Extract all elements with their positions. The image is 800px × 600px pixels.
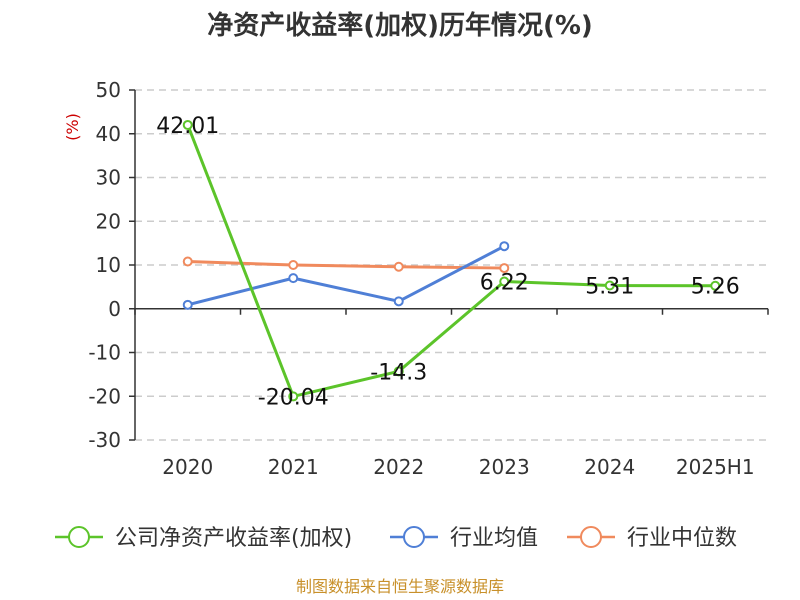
y-tick-label: 0 [108,297,121,321]
data-point [182,256,193,267]
y-tick-label: 30 [96,166,121,190]
data-label: -14.3 [370,360,427,385]
y-axis-unit: (%) [63,113,82,141]
data-point [393,261,404,272]
x-tick-label: 2021 [268,455,319,479]
data-point [288,260,299,270]
data-label: 6.22 [480,271,529,296]
legend-label: 公司净资产收益率(加权) [115,526,352,551]
source-note: 制图数据来自恒生聚源数据库 [296,577,504,596]
data-point [499,276,510,287]
data-point [499,263,510,274]
data-label: 42.01 [156,114,219,139]
x-tick-label: 2020 [162,455,213,479]
series-line [187,244,505,307]
chart-title: 净资产收益率(加权)历年情况(%) [207,10,593,41]
legend: 公司净资产收益率(加权) 行业均值 行业中位数 [55,526,737,551]
y-tick-label: -30 [88,428,121,452]
x-tick-label: 2022 [373,455,424,479]
y-tick-label: -20 [88,384,121,408]
data-point [393,296,404,307]
y-tick-label: 40 [96,122,121,146]
data-label: 5.31 [585,275,634,300]
x-tick-label: 2025H1 [676,455,755,479]
data-point [499,241,510,252]
data-labels: 42.01 -20.04 -14.3 6.22 5.31 5.26 [156,114,739,410]
legend-swatch-marker [68,526,90,548]
y-tick-label: 50 [96,78,121,102]
data-point [710,280,721,291]
data-point [604,280,615,291]
x-tick-label: 2024 [584,455,635,479]
series-line [186,124,716,398]
legend-swatch-marker [580,526,602,548]
x-tick-label: 2023 [479,455,530,479]
data-point [393,366,404,377]
data-label: 5.26 [691,275,740,300]
data-point [182,119,193,130]
axes: 50 40 30 20 10 0 -10 -20 -30 2020 2021 2022 2023 2024… [88,78,769,479]
y-tick-label: 10 [96,253,121,277]
legend-swatch-marker [403,526,425,548]
y-tick-label: 20 [96,209,121,233]
legend-label: 行业中位数 [627,526,737,551]
data-label: -20.04 [258,385,329,410]
data-point [182,299,193,310]
data-point [288,273,299,284]
data-point [288,391,299,402]
legend-label: 行业均值 [450,526,538,551]
grid [135,89,768,441]
series [182,119,721,402]
y-tick-label: -10 [88,341,121,365]
